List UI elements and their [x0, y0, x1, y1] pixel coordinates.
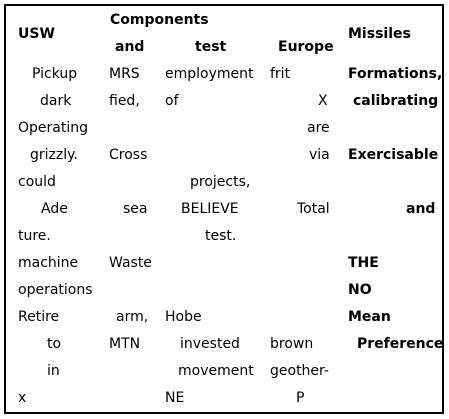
cell-r1-usw: Pickup	[32, 66, 78, 82]
cell-r2-test: of	[165, 93, 179, 109]
cell-r8-missiles: THE	[348, 255, 379, 271]
cell-r1-missiles: Formations,	[348, 66, 443, 82]
cell-r10-comp: arm,	[116, 309, 149, 325]
header-missiles: Missiles	[348, 26, 411, 42]
header-test: test	[195, 39, 227, 55]
cell-r1-europe: frit	[270, 66, 291, 82]
cell-r4-comp: Cross	[109, 147, 148, 163]
cell-r12-europe: geother-	[270, 363, 329, 379]
cell-r3-europe: are	[307, 120, 330, 136]
cell-r13-usw: x	[18, 390, 27, 406]
cell-r5-usw: could	[18, 174, 56, 190]
cell-r1-comp: MRS	[109, 66, 140, 82]
cell-r13-test: NE	[165, 390, 185, 406]
cell-r2-usw: dark	[40, 93, 72, 109]
cell-r11-comp: MTN	[109, 336, 141, 352]
cell-r2-comp: fied,	[109, 93, 140, 109]
cell-r6-usw: Ade	[41, 201, 68, 217]
cell-r3-usw: Operating	[18, 120, 88, 136]
cell-r11-missiles: Preference	[357, 336, 444, 352]
header-and: and	[115, 39, 145, 55]
cell-r6-test: BELIEVE	[181, 201, 239, 217]
cell-r8-comp: Waste	[109, 255, 152, 271]
cell-r6-europe: Total	[297, 201, 330, 217]
table-frame	[4, 4, 444, 414]
cell-r4-europe: via	[309, 147, 330, 163]
header-components: Components	[110, 12, 209, 28]
cell-r4-usw: grizzly.	[30, 147, 78, 163]
cell-r11-europe: brown	[270, 336, 314, 352]
cell-r9-usw: operations	[18, 282, 93, 298]
cell-r6-missiles: and	[406, 201, 436, 217]
cell-r7-usw: ture.	[18, 228, 51, 244]
header-europe: Europe	[278, 39, 334, 55]
cell-r2-missiles: calibrating	[353, 93, 439, 109]
cell-r12-test: movement	[178, 363, 254, 379]
cell-r4-missiles: Exercisable	[348, 147, 439, 163]
cell-r5-test: projects,	[190, 174, 251, 190]
cell-r10-test: Hobe	[165, 309, 202, 325]
cell-r1-test: employment	[165, 66, 254, 82]
cell-r13-europe: P	[296, 390, 305, 406]
cell-r8-usw: machine	[18, 255, 79, 271]
cell-r11-test: invested	[180, 336, 240, 352]
cell-r10-missiles: Mean	[348, 309, 391, 325]
header-usw: USW	[18, 26, 55, 42]
cell-r6-comp: sea	[123, 201, 148, 217]
cell-r9-missiles: NO	[348, 282, 372, 298]
cell-r11-usw: to	[47, 336, 62, 352]
cell-r2-europe: X	[318, 93, 328, 109]
cell-r10-usw: Retire	[18, 309, 60, 325]
cell-r12-usw: in	[47, 363, 60, 379]
cell-r7-test: test.	[205, 228, 237, 244]
